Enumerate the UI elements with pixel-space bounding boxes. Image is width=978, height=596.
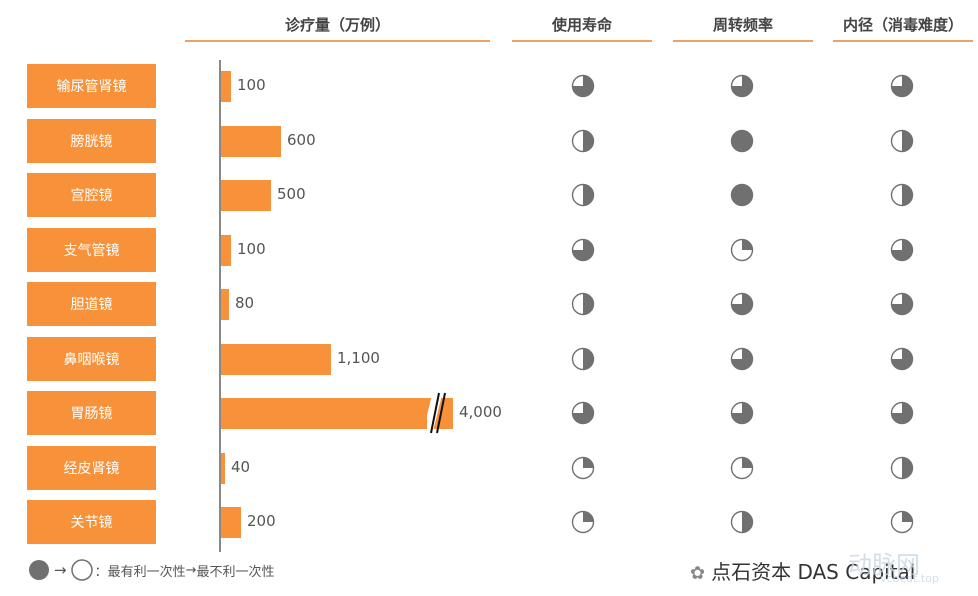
- bar-value-label: 80: [235, 294, 255, 312]
- category-label: 胆道镜: [27, 282, 156, 326]
- category-label: 经皮肾镜: [27, 445, 156, 490]
- bar-value-label: 1,100: [337, 348, 380, 367]
- category-label: 输尿管肾镜: [27, 64, 156, 108]
- rating-pie-icon: [890, 510, 914, 534]
- header-lifespan-underline: [512, 40, 652, 42]
- bar: [221, 452, 225, 484]
- rating-pie-icon: [890, 401, 914, 425]
- header-lifespan: 使用寿命: [551, 16, 612, 34]
- rating-pie-icon: [730, 129, 754, 152]
- bar-value-label: 200: [247, 512, 276, 530]
- bar: [221, 125, 281, 157]
- bar: [221, 398, 453, 429]
- rating-pie-icon: [890, 129, 914, 152]
- rating-pie-icon: [730, 238, 754, 261]
- bar: [221, 180, 271, 211]
- bar-chart-title-underline: [185, 40, 490, 42]
- bar: [221, 71, 231, 102]
- legend-text-worst: 最不利一次性: [196, 564, 275, 580]
- bar: [221, 343, 331, 375]
- legend-text-best: ：最有利一次性: [94, 564, 186, 580]
- rating-pie-icon: [730, 510, 754, 534]
- header-inner-diameter-underline: [833, 40, 973, 42]
- category-label: 宫腔镜: [27, 173, 156, 217]
- legend: → ：最有利一次性 → 最不利一次性: [28, 559, 275, 581]
- category-label: 关节镜: [27, 500, 156, 544]
- rating-pie-icon: [571, 74, 595, 98]
- rating-pie-icon: [890, 456, 914, 479]
- rating-pie-icon: [730, 74, 754, 98]
- category-label: 胃肠镜: [27, 391, 156, 435]
- empty-circle-icon: [70, 559, 93, 581]
- rating-pie-icon: [890, 347, 914, 370]
- source-credit: ✿ 点石资本 DAS Capital: [690, 556, 915, 585]
- rating-pie-icon: [571, 401, 595, 425]
- full-circle-icon: [29, 560, 49, 580]
- credit-text: 点石资本 DAS Capital: [711, 560, 916, 584]
- category-label: 鼻咽喉镜: [27, 336, 156, 381]
- rating-pie-icon: [890, 292, 914, 316]
- rating-pie-icon: [571, 183, 595, 207]
- bar-value-label: 600: [287, 130, 316, 149]
- category-label: 支气管镜: [27, 227, 156, 272]
- rating-pie-icon: [571, 238, 595, 261]
- rating-pie-icon: [730, 401, 754, 425]
- bar-value-label: 4,000: [459, 403, 502, 421]
- bar-chart-title: 诊疗量（万例）: [284, 16, 390, 34]
- rating-pie-icon: [890, 238, 914, 261]
- rating-pie-icon: [730, 292, 754, 316]
- legend-arrow2-icon: →: [185, 562, 197, 578]
- rating-pie-icon: [730, 456, 754, 479]
- bar: [221, 507, 241, 538]
- rating-pie-icon: [730, 347, 754, 370]
- category-label: 膀胱镜: [27, 118, 156, 163]
- bar: [221, 289, 229, 320]
- bar-value-label: 500: [277, 185, 306, 203]
- rating-pie-icon: [890, 183, 914, 207]
- bar-value-label: 40: [231, 457, 251, 476]
- axis-break-icon: [427, 391, 446, 435]
- rating-pie-icon: [571, 129, 595, 152]
- bar-value-label: 100: [237, 239, 266, 258]
- wechat-icon: ✿: [690, 563, 706, 584]
- rating-pie-icon: [571, 510, 595, 534]
- rating-pie-icon: [571, 456, 595, 479]
- rating-pie-icon: [890, 74, 914, 98]
- rating-pie-icon: [571, 292, 595, 316]
- header-inner-diameter: 内径（消毒难度）: [842, 16, 963, 34]
- bar-value-label: 100: [237, 76, 266, 94]
- bar-axis: [219, 60, 221, 552]
- rating-pie-icon: [571, 347, 595, 370]
- header-turnover-underline: [673, 40, 813, 42]
- watermark-url: vcbeat.top: [880, 572, 939, 585]
- watermark-logo: 动脉网: [848, 551, 920, 579]
- legend-arrow-icon: →: [54, 561, 67, 579]
- header-turnover: 周转频率: [712, 16, 773, 34]
- bar: [221, 234, 231, 266]
- rating-pie-icon: [730, 183, 754, 207]
